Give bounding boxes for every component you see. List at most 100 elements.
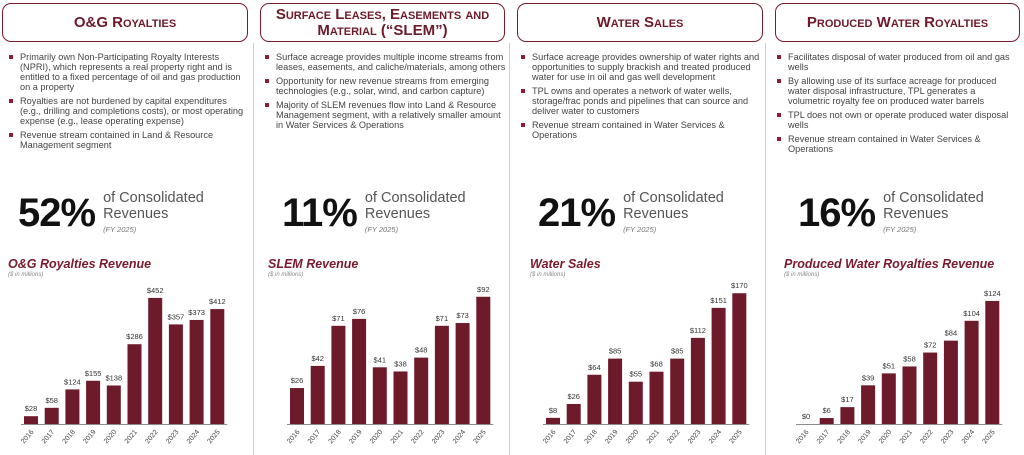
bar-2023: [690, 337, 705, 424]
bar-2022: [923, 352, 938, 424]
x-tick-label: 2017: [41, 429, 56, 446]
x-tick-label: 2018: [62, 429, 77, 446]
x-tick-label: 2017: [307, 429, 322, 446]
data-label: $51: [883, 361, 896, 370]
x-tick-label: 2017: [563, 429, 578, 446]
data-label: $76: [353, 307, 366, 316]
data-label: $373: [188, 308, 205, 317]
panel-1: O&G Royalties Primarily own Non-Particip…: [0, 0, 256, 455]
x-tick-label: 2025: [206, 429, 221, 446]
x-tick-label: 2017: [816, 429, 831, 446]
bullet-list: Facilitates disposal of water produced f…: [776, 52, 1018, 158]
chart-subtitle: ($ in millions): [268, 272, 304, 278]
bar-2024: [455, 323, 470, 424]
data-label: $41: [374, 355, 387, 364]
bar-2023: [434, 325, 449, 424]
x-tick-label: 2016: [542, 429, 557, 446]
x-tick-label: 2023: [687, 429, 702, 446]
bar-2023: [943, 340, 958, 424]
bullet-item: Revenue stream contained in Water Servic…: [520, 120, 762, 140]
bar-2025: [985, 300, 1000, 424]
data-label: $71: [436, 314, 449, 323]
chart-title: Produced Water Royalties Revenue: [784, 257, 995, 271]
x-tick-label: 2020: [878, 429, 893, 446]
data-label: $84: [945, 329, 958, 338]
x-tick-label: 2022: [919, 429, 934, 446]
data-label: $58: [903, 354, 916, 363]
x-tick-label: 2023: [431, 429, 446, 446]
bar-2021: [393, 371, 408, 424]
x-tick-label: 2016: [286, 429, 301, 446]
x-tick-label: 2020: [103, 429, 118, 446]
bar-2025: [732, 293, 747, 424]
bar-chart: $26 2016 $42 2017 $71 2018 $76 2019 $41 2020 $38 20…: [286, 285, 494, 446]
x-tick-label: 2024: [961, 429, 976, 446]
data-label: $72: [924, 341, 937, 350]
data-label: $170: [731, 281, 748, 290]
bar-2018: [65, 389, 80, 424]
chart-subtitle: ($ in millions): [784, 272, 820, 278]
data-label: $8: [549, 406, 557, 415]
chart-title: Water Sales: [530, 257, 601, 271]
x-tick-label: 2022: [666, 429, 681, 446]
x-tick-label: 2016: [20, 429, 35, 446]
data-label: $124: [984, 289, 1001, 298]
panel-header: Produced Water Royalties: [775, 3, 1020, 42]
bar-2017: [819, 418, 834, 424]
x-tick-label: 2018: [837, 429, 852, 446]
x-tick-label: 2019: [604, 429, 619, 446]
data-label: $6: [823, 406, 831, 415]
x-tick-label: 2024: [708, 429, 723, 446]
chart-title: SLEM Revenue: [268, 257, 359, 271]
panel-header: Surface Leases, Easements and Material (…: [260, 3, 505, 42]
bar-chart: $0 2016 $6 2017 $17 2018 $39 2019 $51 2020 $58 2021…: [795, 289, 1003, 446]
data-label: $73: [456, 311, 469, 320]
x-tick-label: 2019: [348, 429, 363, 446]
bar-2016: [24, 416, 38, 424]
x-tick-label: 2024: [452, 429, 467, 446]
bullet-item: By allowing use of its surface acreage f…: [776, 76, 1018, 106]
chart-title: O&G Royalties Revenue: [8, 257, 152, 271]
panel-4: Produced Water Royalties Facilitates dis…: [768, 0, 1024, 455]
bar-2016: [546, 417, 560, 424]
data-label: $155: [85, 369, 102, 378]
bar-2024: [189, 319, 204, 424]
panel-3: Water Sales Surface acreage provides own…: [512, 0, 768, 455]
x-tick-label: 2018: [584, 429, 599, 446]
bullet-list: Surface acreage provides ownership of wa…: [520, 52, 762, 144]
bar-2022: [414, 357, 429, 424]
bullet-item: Primarily own Non-Participating Royalty …: [8, 52, 250, 92]
data-label: $92: [477, 285, 490, 294]
bar-2024: [711, 307, 726, 424]
percent-value: 52%: [18, 191, 96, 235]
x-tick-label: 2025: [981, 429, 996, 446]
x-tick-label: 2023: [940, 429, 955, 446]
data-label: $42: [311, 354, 324, 363]
bar-2018: [587, 374, 602, 424]
data-label: $104: [963, 309, 980, 318]
chart-subtitle: ($ in millions): [8, 272, 44, 278]
column-divider: [253, 43, 254, 455]
data-label: $138: [105, 374, 122, 383]
x-tick-label: 2020: [625, 429, 640, 446]
bar-chart: $8 2016 $26 2017 $64 2018 $85 2019 $55 2020 $68 202…: [542, 281, 750, 446]
column-divider: [765, 43, 766, 455]
data-label: $55: [630, 370, 643, 379]
x-tick-label: 2022: [144, 429, 159, 446]
data-label: $0: [802, 412, 810, 421]
data-label: $26: [567, 392, 580, 401]
bar-2019: [86, 380, 101, 424]
bullet-item: Revenue stream contained in Water Servic…: [776, 134, 1018, 154]
bar-2025: [210, 309, 225, 424]
percent-caption: of Consolidated Revenues: [883, 190, 984, 222]
x-tick-label: 2021: [646, 429, 661, 446]
fiscal-year-note: (FY 2025): [623, 225, 657, 234]
bar-chart: $28 2016 $58 2017 $124 2018 $155 2019 $138 2020 $2…: [20, 286, 228, 446]
data-label: $412: [209, 297, 226, 306]
bar-2017: [310, 365, 325, 424]
x-tick-label: 2025: [728, 429, 743, 446]
data-label: $85: [671, 347, 684, 356]
bar-2020: [372, 367, 387, 424]
percent-value: 21%: [538, 191, 616, 235]
data-label: $58: [45, 396, 58, 405]
